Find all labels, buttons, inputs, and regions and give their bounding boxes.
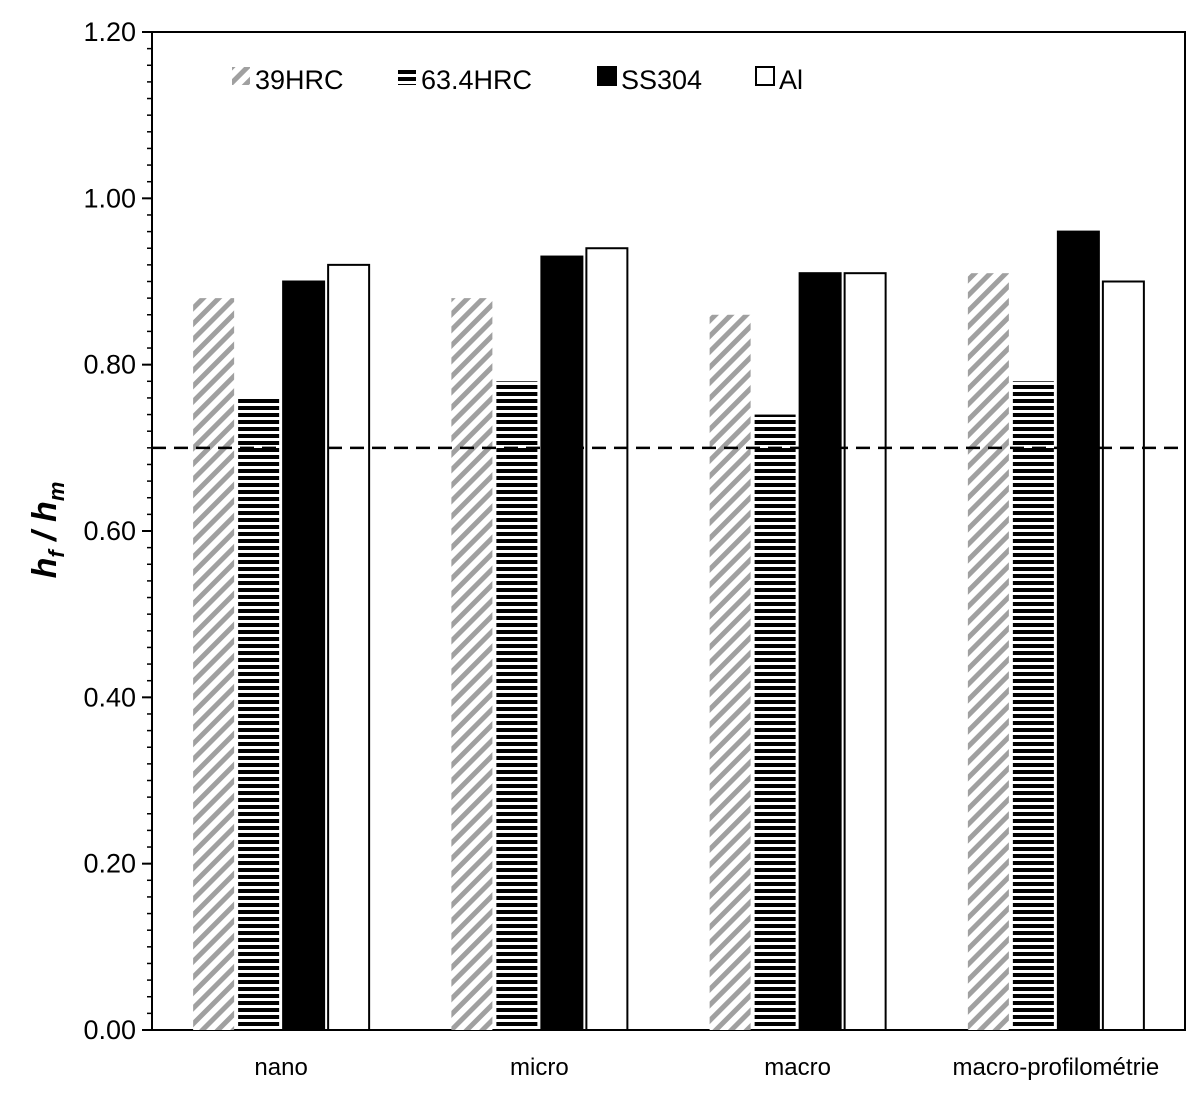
bar-al-2 <box>843 272 887 1031</box>
x-category-label: micro <box>510 1054 569 1081</box>
y-tick-label: 1.00 <box>83 183 136 213</box>
legend-label: SS304 <box>621 65 702 95</box>
bar-39hrc-3 <box>967 273 1009 1030</box>
y-tick-label: 0.00 <box>83 1015 136 1045</box>
bar-al-0 <box>327 263 371 1032</box>
bar-63-4hrc-3 <box>1012 381 1054 1030</box>
bar-ss304-0 <box>282 280 326 1031</box>
bar-39hrc-1 <box>451 298 493 1031</box>
bar-ss304-2 <box>798 272 842 1031</box>
legend-swatch-63-4hrc <box>398 67 416 85</box>
bar-ss304-1 <box>540 255 584 1031</box>
bar-63-4hrc-1 <box>496 381 538 1030</box>
legend-swatch-al <box>755 66 775 86</box>
bar-39hrc-2 <box>709 314 751 1030</box>
x-category-label: nano <box>254 1054 307 1081</box>
legend-label: 39HRC <box>255 65 344 95</box>
x-category-label: macro <box>764 1054 831 1081</box>
y-tick-label: 0.80 <box>83 350 136 380</box>
y-axis-title: hf / hm <box>26 482 69 579</box>
bar-al-1 <box>585 247 629 1031</box>
legend: 39HRC 63.4HRC SS304 Al <box>232 65 803 95</box>
y-tick-label: 0.60 <box>83 516 136 546</box>
y-tick-label: 1.20 <box>83 17 136 47</box>
legend-swatch-ss304 <box>597 66 617 86</box>
bar-ss304-3 <box>1056 230 1100 1032</box>
bar-63-4hrc-2 <box>754 414 796 1031</box>
bar-63-4hrc-0 <box>238 397 280 1030</box>
x-category-label: macro-profilométrie <box>953 1054 1160 1081</box>
y-tick-label: 0.20 <box>83 849 136 879</box>
legend-label: Al <box>779 65 803 95</box>
bar-al-3 <box>1101 280 1145 1031</box>
y-tick-label: 0.40 <box>83 682 136 712</box>
bar-39hrc-0 <box>193 298 235 1031</box>
legend-label: 63.4HRC <box>421 65 532 95</box>
legend-swatch-39hrc <box>232 67 250 85</box>
